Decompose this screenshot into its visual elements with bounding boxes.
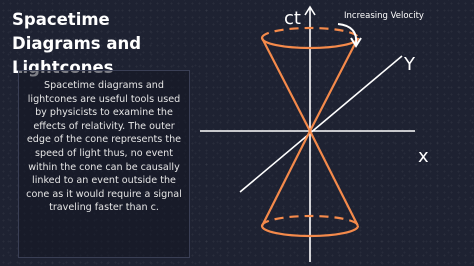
lower-cone-back — [260, 214, 360, 227]
velocity-arrow — [337, 23, 358, 45]
cone-edge — [261, 37, 311, 132]
ct-arrow — [304, 5, 316, 16]
y-axis — [239, 55, 403, 193]
upper-cone-back — [260, 26, 360, 39]
description: Spacetime diagrams and lightcones are us… — [26, 80, 182, 214]
lower-cone-front — [260, 225, 360, 238]
cone-edge — [309, 130, 359, 227]
y-label: Y — [403, 54, 416, 75]
ct-label: ct — [284, 8, 301, 29]
cone-edge — [309, 37, 359, 132]
description-box: Spacetime diagrams and lightcones are us… — [18, 70, 190, 258]
velocity-label: Increasing Velocity — [344, 11, 424, 21]
velocity-arrowhead — [350, 37, 362, 48]
cone-edge — [261, 130, 311, 227]
x-label: x — [418, 146, 429, 167]
